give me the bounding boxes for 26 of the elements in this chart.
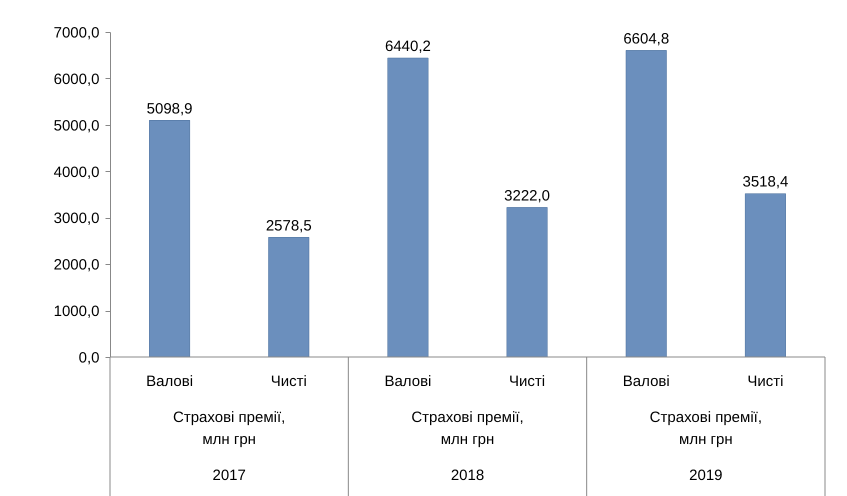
text: Страхові премії, млн грн [650, 409, 762, 448]
y-tick-label: 2000,0 [54, 256, 100, 274]
data-label: 3518,4 [742, 174, 788, 191]
y-tick-label: 6000,0 [54, 70, 100, 88]
data-label: 5098,9 [146, 100, 193, 118]
text: Страхові премії, млн грн [411, 409, 524, 448]
data-label: 6440,2 [384, 38, 431, 55]
y-tick-label: 7000,0 [54, 24, 100, 42]
data-label: 6604,8 [623, 30, 670, 48]
x-tick-label: Валові [146, 373, 194, 390]
x-tick-label: Валові [384, 373, 432, 390]
text: 2019 [689, 467, 723, 484]
y-tick-label: 0,0 [78, 350, 100, 366]
x-tick-label: Чисті [747, 373, 784, 390]
y-tick-label: 4000,0 [54, 164, 100, 181]
data-label: 3222,0 [504, 187, 550, 204]
x-tick-label: Валові [622, 373, 670, 390]
text: Страхові премії, млн грн [173, 409, 286, 448]
text: 2017 [212, 467, 246, 484]
y-tick-label: 5000,0 [54, 117, 100, 134]
x-tick-label: Чисті [509, 373, 546, 390]
data-label: 2578,5 [266, 217, 312, 234]
y-tick-label: 1000,0 [54, 303, 100, 320]
text: 2018 [450, 467, 484, 484]
y-tick-label: 3000,0 [54, 210, 100, 228]
x-tick-label: Чисті [270, 373, 307, 390]
